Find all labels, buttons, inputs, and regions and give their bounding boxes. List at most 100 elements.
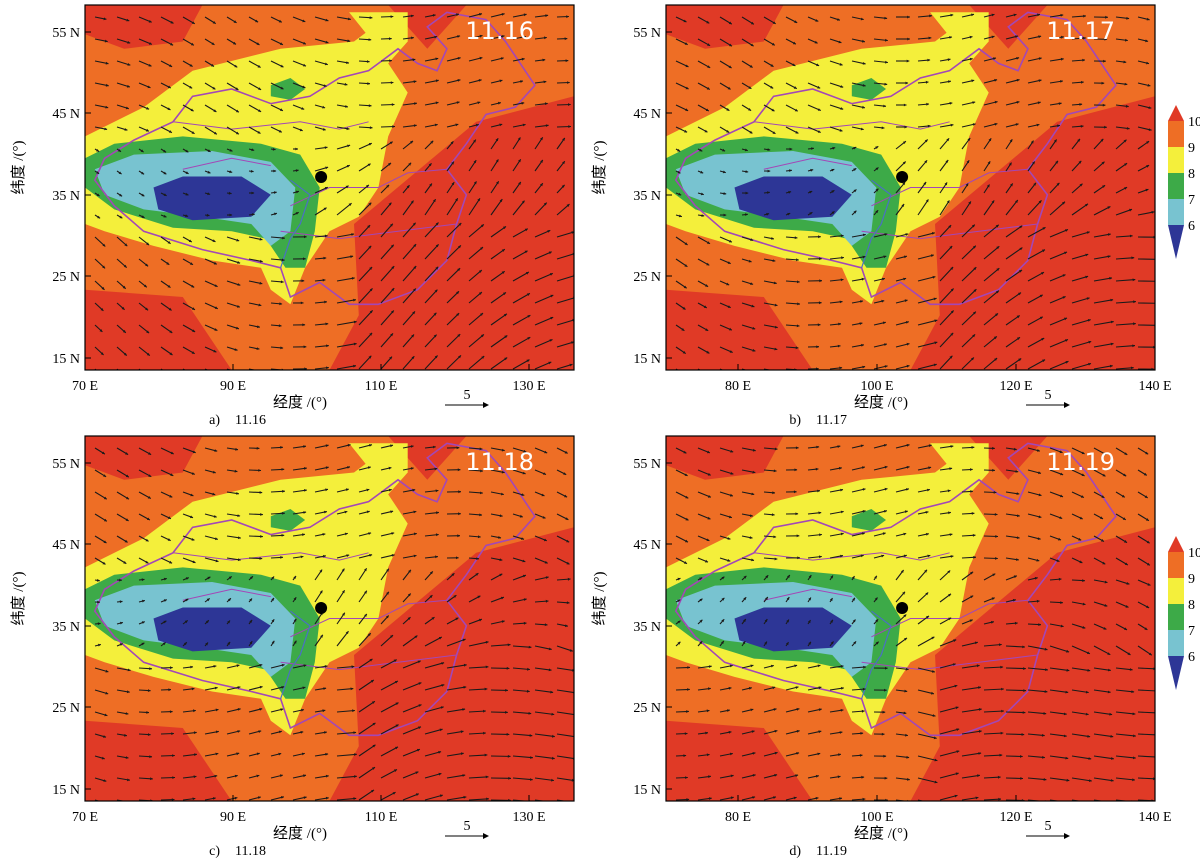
- wind-vector-head: [170, 666, 173, 670]
- wind-vector-head: [906, 465, 910, 469]
- wind-vector: [1093, 755, 1114, 760]
- wind-vector: [446, 752, 464, 757]
- wind-vector-head: [435, 266, 439, 270]
- wind-vector-head: [561, 184, 565, 188]
- wind-vector-head: [721, 619, 725, 623]
- wind-vector-head: [1066, 778, 1070, 782]
- wind-vector-head: [354, 775, 357, 778]
- wind-vector-head: [700, 192, 704, 196]
- wind-vector-head: [229, 148, 233, 152]
- wind-vectors: [94, 443, 574, 801]
- y-tick-label: 45 N: [52, 538, 80, 553]
- wind-vector-head: [794, 108, 798, 112]
- wind-vector: [1093, 689, 1111, 693]
- wind-vector-head: [368, 355, 372, 359]
- wind-vector-head: [932, 714, 936, 717]
- wind-vector-head: [184, 620, 188, 624]
- wind-vector: [490, 291, 507, 304]
- wind-vector: [336, 343, 357, 348]
- wind-vector-head: [1062, 274, 1066, 277]
- wind-vector: [1005, 711, 1026, 714]
- wind-vector: [1093, 733, 1114, 738]
- wind-vector-head: [750, 21, 754, 25]
- wind-vector-head: [324, 665, 328, 668]
- wind-vector: [402, 222, 417, 238]
- wind-vector-head: [752, 470, 756, 474]
- wind-vector: [1005, 247, 1023, 260]
- wind-vector: [961, 686, 981, 691]
- wind-vector-head: [764, 641, 767, 645]
- wind-vector: [402, 243, 417, 260]
- wind-vector: [983, 776, 1001, 779]
- wind-vector-head: [458, 223, 462, 226]
- wind-vector-head: [145, 560, 149, 564]
- wind-vector-head: [434, 289, 438, 293]
- wind-vector-head: [251, 213, 255, 216]
- wind-vector: [534, 667, 552, 671]
- wind-vector-head: [818, 686, 822, 690]
- wind-vector-head: [875, 619, 879, 623]
- x-tick-label: 110 E: [365, 379, 398, 394]
- wind-vector-head: [521, 493, 525, 496]
- wind-vector-head: [905, 233, 909, 236]
- wind-vector-head: [271, 576, 275, 580]
- wind-vector-head: [1064, 251, 1067, 255]
- wind-vector: [1115, 367, 1134, 370]
- wind-vector-head: [505, 688, 508, 692]
- wind-vector-head: [391, 554, 395, 557]
- wind-vector-head: [1016, 492, 1020, 495]
- wind-vector-head: [455, 123, 459, 127]
- wind-vector-head: [830, 641, 834, 645]
- wind-vector: [424, 198, 437, 216]
- wind-vector-head: [456, 556, 459, 560]
- wind-vector-head: [501, 620, 505, 623]
- wind-vector-head: [986, 184, 990, 188]
- wind-vector-head: [258, 303, 262, 307]
- wind-vector: [402, 682, 422, 691]
- wind-vector-head: [972, 533, 976, 537]
- wind-vector-head: [499, 558, 503, 562]
- wind-vector: [446, 638, 466, 647]
- wind-vector-head: [394, 769, 397, 772]
- wind-vector-head: [103, 735, 106, 738]
- wind-vector-head: [562, 137, 565, 141]
- wind-vector-head: [500, 596, 504, 600]
- wind-vector-head: [796, 729, 800, 733]
- wind-vector-head: [163, 214, 167, 218]
- wind-vector: [961, 774, 980, 779]
- wind-vector-head: [524, 228, 528, 232]
- wind-vector: [1071, 231, 1090, 238]
- wind-vector-head: [1132, 778, 1135, 782]
- wind-vector-head: [1066, 668, 1070, 672]
- wind-vector: [380, 791, 396, 801]
- wind-vector-head: [319, 590, 323, 594]
- province-border: [172, 552, 369, 561]
- wind-vector-head: [748, 686, 752, 690]
- wind-vector-head: [303, 664, 307, 668]
- wind-vector-head: [1038, 35, 1042, 39]
- wind-vector-head: [767, 169, 771, 173]
- wind-vector-head: [463, 685, 467, 689]
- wind-vector: [446, 774, 466, 779]
- wind-vector-head: [748, 259, 752, 263]
- wind-vector-head: [706, 87, 710, 90]
- wind-vector-head: [345, 185, 349, 189]
- wind-vector-head: [1123, 473, 1127, 477]
- wind-vector-head: [389, 37, 392, 41]
- wind-vector-head: [166, 262, 170, 265]
- wind-vector-head: [685, 539, 688, 543]
- wind-vector-head: [1081, 80, 1084, 84]
- wind-vector-head: [1063, 712, 1067, 716]
- vector-key-label: 5: [1045, 819, 1052, 834]
- wind-vector-head: [832, 146, 836, 150]
- wind-vector: [358, 766, 376, 779]
- wind-vector-head: [485, 665, 489, 669]
- wind-vector-head: [523, 449, 527, 453]
- wind-vector-head: [303, 467, 307, 470]
- wind-vector-head: [700, 170, 704, 174]
- wind-vector-head: [501, 13, 505, 16]
- wind-vector-head: [483, 709, 486, 713]
- wind-vector-head: [169, 494, 173, 498]
- wind-vector-head: [351, 277, 355, 280]
